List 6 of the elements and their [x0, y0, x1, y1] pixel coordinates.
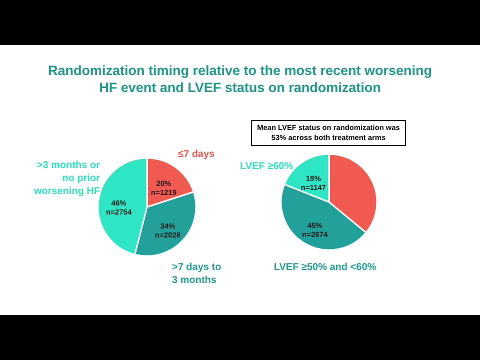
- slice-label: >3 months or no prior worsening HF: [32, 160, 100, 197]
- slice-label: >7 days to 3 months: [172, 262, 222, 286]
- slice-label: LVEF ≥60%: [240, 161, 294, 172]
- slice-label: LVEF ≥50% and <60%: [274, 262, 376, 273]
- chart-title: Randomization timing relative to the most recent worsening HF event and LVEF status on randomization: [46, 62, 434, 96]
- slice-label: ≤7 days: [178, 149, 216, 160]
